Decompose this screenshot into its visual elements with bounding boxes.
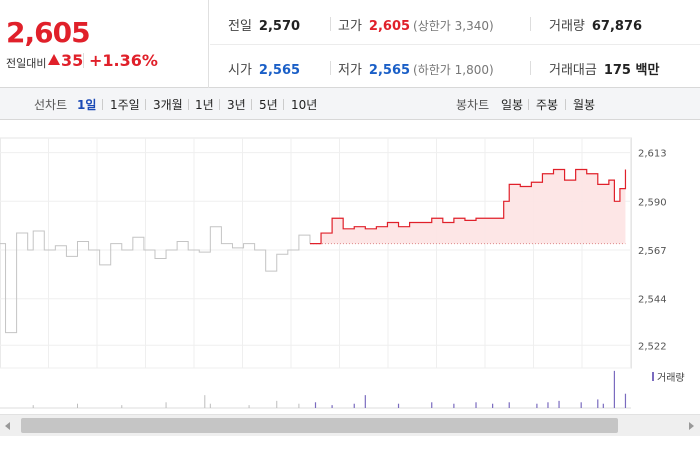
change-label: 전일대비 [6, 57, 47, 70]
stat-note: (하한가 1,800) [413, 63, 494, 77]
stat-label: 시가 [228, 63, 252, 78]
divider [530, 61, 531, 75]
stat-value: 175 백만 [603, 63, 660, 78]
quote-panel: 2,605 전일대비 35 +1.36% 전일 2,570 고가 2,605 (상한가… [0, 0, 700, 88]
divider [283, 99, 284, 110]
stat-value: 67,876 [591, 19, 643, 34]
stat-label: 전일 [228, 19, 252, 34]
y-tick-label: 2,590 [638, 197, 667, 208]
stat-value: 2,570 [258, 19, 301, 34]
stat-label: 거래대금 [549, 63, 597, 78]
price-box: 2,605 전일대비 35 +1.36% [0, 0, 209, 88]
line-chart-label: 선차트 [34, 98, 68, 112]
stat-note: (상한가 3,340) [413, 19, 494, 33]
y-tick-label: 2,522 [638, 341, 667, 352]
price-chart[interactable]: 2,613 2,590 2,567 2,544 2,522 거래량 [0, 120, 700, 414]
tab-daily-candle[interactable]: 일봉 [501, 98, 524, 112]
divider [210, 44, 700, 45]
divider [251, 99, 252, 110]
tab-3month[interactable]: 3개월 [153, 98, 183, 112]
y-tick-label: 2,613 [638, 149, 667, 160]
stat-label: 고가 [338, 19, 362, 34]
divider [330, 17, 331, 31]
stat-value: 2,565 [258, 63, 301, 78]
plot-area [0, 137, 632, 369]
change-percent: +1.36% [89, 51, 158, 70]
tab-10year[interactable]: 10년 [291, 98, 318, 112]
divider [530, 17, 531, 31]
divider [102, 99, 103, 110]
stat-value: 2,605 [368, 19, 411, 34]
divider [528, 99, 529, 110]
change-value: 35 [61, 51, 84, 70]
divider [188, 99, 189, 110]
up-arrow-icon [48, 54, 60, 65]
scroll-thumb[interactable] [21, 418, 618, 433]
today-price-line [309, 168, 627, 245]
stat-value: 2,565 [368, 63, 411, 78]
tab-3year[interactable]: 3년 [227, 98, 246, 112]
tab-1year[interactable]: 1년 [195, 98, 214, 112]
y-tick-label: 2,544 [638, 295, 667, 306]
y-tick-label: 2,567 [638, 246, 667, 257]
divider [565, 99, 566, 110]
divider [145, 99, 146, 110]
divider [83, 53, 84, 68]
today-area-fill [309, 169, 626, 244]
stat-volume: 거래량 67,876 [549, 15, 642, 34]
stat-label: 저가 [338, 63, 362, 78]
scroll-right-icon[interactable] [689, 422, 694, 430]
stat-prev-close: 전일 2,570 [228, 15, 300, 34]
candle-chart-label: 봉차트 [456, 98, 490, 112]
volume-legend-label: 거래량 [657, 372, 685, 384]
scroll-left-icon[interactable] [5, 422, 10, 430]
tab-5year[interactable]: 5년 [259, 98, 278, 112]
previous-session-line [0, 226, 311, 334]
tab-1day[interactable]: 1일 [77, 98, 97, 112]
stat-low: 저가 2,565 (하한가 1,800) [338, 59, 494, 78]
tab-weekly-candle[interactable]: 주봉 [536, 98, 559, 112]
stat-amount: 거래대금 175 백만 [549, 59, 659, 78]
stat-high: 고가 2,605 (상한가 3,340) [338, 15, 494, 34]
stat-label: 거래량 [549, 19, 585, 34]
tab-1week[interactable]: 1주일 [110, 98, 140, 112]
chart-scrollbar[interactable] [0, 414, 700, 436]
current-price: 2,605 [6, 16, 91, 49]
stat-open: 시가 2,565 [228, 59, 300, 78]
divider [219, 99, 220, 110]
tab-monthly-candle[interactable]: 월봉 [573, 98, 596, 112]
divider [330, 61, 331, 75]
volume-legend-swatch [652, 372, 654, 381]
chart-tab-bar: 선차트 1일 1주일 3개월 1년 3년 5년 10년 봉차트 일봉 주봉 월봉 [0, 88, 700, 120]
